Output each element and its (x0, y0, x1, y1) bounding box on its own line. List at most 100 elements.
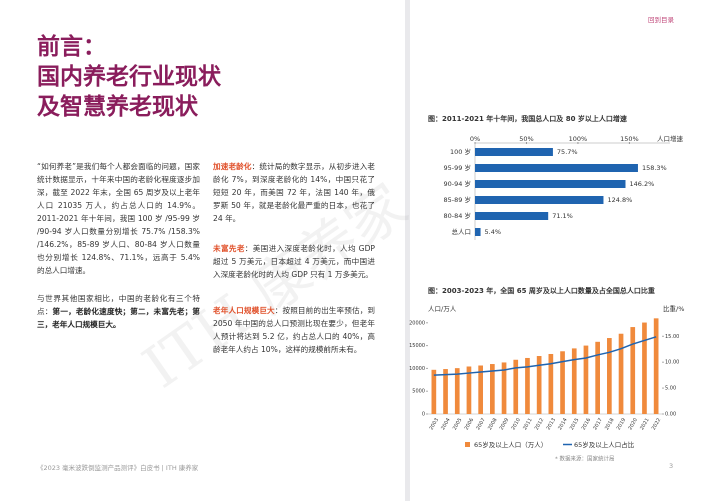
bar (607, 338, 612, 414)
bar (595, 341, 600, 414)
value-label: 75.7% (557, 148, 578, 156)
category-label: 90-94 岁 (444, 179, 471, 188)
x-tick-label: 2005 (452, 417, 464, 431)
category-label: 总人口 (452, 227, 472, 236)
category-label: 85-89 岁 (444, 195, 471, 204)
x-tick-label: 2013 (546, 417, 558, 431)
title: 及智慧养老现状 (37, 94, 198, 120)
bar (475, 164, 638, 172)
title: 国内养老行业现状 (37, 64, 221, 90)
paragraph: 老年人口规模巨大：按照目前的出生率预估，到 2050 年中国的总人口预测比现在要… (213, 304, 375, 356)
y-tick-label: 15000 (409, 343, 425, 349)
bar (630, 327, 636, 414)
left-page (0, 0, 405, 501)
x-tick-label: 2009 (499, 417, 511, 431)
x-tick-label: 50% (519, 135, 533, 143)
x-tick-label: 2014 (557, 417, 569, 431)
x-tick-label: 2020 (627, 417, 639, 431)
y-tick-label: 5000 (412, 389, 425, 395)
kicker: 前言： (37, 34, 106, 60)
bar (642, 322, 647, 414)
category-label: 100 岁 (450, 147, 471, 156)
bar (478, 365, 483, 414)
legend-label: 65岁及以上人口（万人） (474, 440, 547, 449)
x-tick-label: 2016 (581, 417, 593, 431)
x-tick-label: 2007 (475, 417, 487, 431)
bar (560, 351, 565, 414)
bar (525, 357, 530, 414)
x-tick-label: 2004 (440, 417, 452, 431)
bar (475, 228, 481, 236)
bar (431, 369, 437, 414)
right-page (410, 0, 710, 501)
x-tick-label: 2017 (592, 417, 604, 431)
x-tick-label: 2012 (534, 417, 546, 431)
value-label: 146.2% (630, 180, 655, 188)
line (433, 336, 657, 376)
category-label: 80-84 岁 (444, 211, 471, 220)
bar (501, 362, 507, 414)
bar (475, 180, 626, 188)
y-tick-label: 20000 (409, 320, 425, 326)
heading: 未富先老 (213, 244, 245, 253)
y2-tick-label: 5.00 (665, 386, 676, 392)
chart-title: 图：2003-2023 年，全国 65 周岁及以上人口数量及占全国总人口比重 (428, 286, 655, 295)
source: * 数据来源：国家统计局 (555, 455, 615, 463)
text: ：统计局的数字显示，从初步进入老龄化 7%，到深度老龄化的 14%，中国只花了短… (213, 162, 376, 223)
bar (454, 368, 460, 414)
text: ：美国进入深度老龄化时，人均 GDP 超过 5 万美元，日本超过 4 万美元，而… (213, 244, 375, 279)
bar (490, 364, 495, 414)
bar (475, 212, 549, 220)
y2-tick-label: 10.00 (665, 360, 679, 366)
y2-axis-label: 比重/% (663, 304, 684, 313)
value-label: 124.8% (607, 196, 632, 204)
bar (571, 348, 577, 414)
value-label: 5.4% (485, 228, 502, 236)
nav-link[interactable]: 回到目录 (648, 16, 674, 24)
heading: 加速老龄化 (213, 162, 252, 171)
bar (475, 148, 553, 156)
paragraph: 未富先老：美国进入深度老龄化时，人均 GDP 超过 5 万美元，日本超过 4 万… (213, 242, 375, 281)
axis-label: 人口增速 (657, 134, 684, 143)
x-tick-label: 2022 (651, 417, 663, 431)
bar (443, 369, 448, 414)
chart-title: 图：2011-2021 年十年间，我国总人口及 80 岁以上人口增速 (428, 114, 627, 123)
bar (536, 356, 542, 414)
bar (583, 345, 589, 414)
x-tick-label: 0% (470, 135, 480, 143)
x-tick-label: 2015 (569, 417, 581, 431)
bar (466, 366, 472, 414)
paragraph: “如何养老”是我们每个人都会面临的问题，国家统计数据显示，十年来中国的老龄化程度… (37, 162, 200, 275)
bar (513, 359, 519, 414)
bold-text: 第一，老龄化速度快；第二，未富先老；第三，老年人口规模巨大。 (37, 307, 201, 329)
text: ：按照目前的出生率预估，到 2050 年中国的总人口预测比现在要少，但老年人预计… (213, 306, 376, 354)
x-tick-label: 150% (620, 135, 639, 143)
y-tick-label: 0 (422, 412, 425, 418)
y2-tick-label: 0.00 (665, 412, 676, 418)
x-tick-label: 2018 (604, 417, 616, 431)
bar (653, 318, 659, 414)
y2-tick-label: 15.00 (665, 334, 679, 340)
y-axis-label: 人口/万人 (428, 305, 457, 313)
bar (475, 196, 604, 204)
value-label: 158.3% (642, 164, 667, 172)
y-tick-label: 10000 (409, 366, 425, 372)
heading: 老年人口规模巨大 (213, 306, 275, 315)
category-label: 95-99 岁 (444, 163, 471, 172)
paragraph: 加速老龄化：统计局的数字显示，从初步进入老龄化 7%，到深度老龄化的 14%，中… (213, 160, 375, 225)
page-number: 3 (669, 462, 674, 470)
bar (548, 353, 554, 414)
bar (618, 333, 624, 414)
paragraph: 与世界其他国家相比，中国的老龄化有三个特点：第一，老龄化速度快；第二，未富先老；… (37, 292, 200, 331)
x-tick-label: 2010 (510, 417, 522, 431)
x-tick-label: 2006 (464, 417, 476, 431)
x-tick-label: 2003 (429, 417, 441, 431)
x-tick-label: 100% (569, 135, 588, 143)
x-tick-label: 2019 (616, 417, 628, 431)
legend-label: 65岁及以上人口占比 (574, 440, 635, 449)
footer: 《2023 毫米波跌倒监测产品测评》白皮书 | ITH 康养家 (37, 464, 199, 472)
text: 与世界其他国家相比，中国的老龄化有三个特点： (37, 294, 200, 316)
x-tick-label: 2021 (639, 417, 651, 431)
